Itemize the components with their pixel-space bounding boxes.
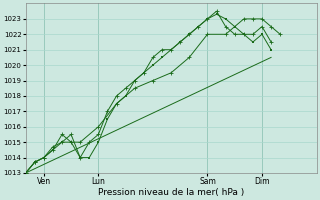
X-axis label: Pression niveau de la mer( hPa ): Pression niveau de la mer( hPa ) — [98, 188, 244, 197]
